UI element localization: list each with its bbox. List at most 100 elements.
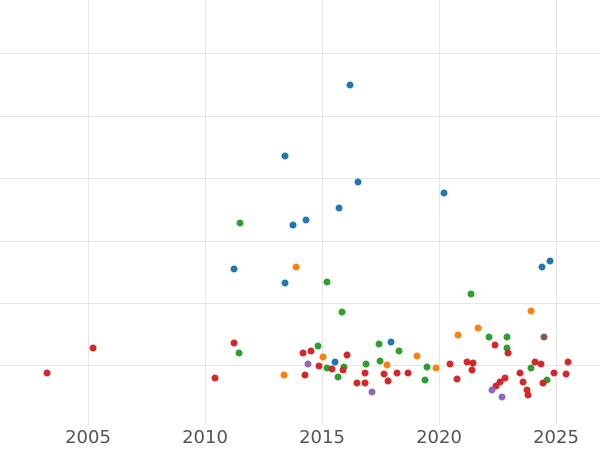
x-tick-label: 2020 <box>416 427 462 448</box>
data-point-orange <box>319 353 327 361</box>
data-point-red <box>516 369 524 377</box>
data-point-orange <box>527 307 535 315</box>
data-point-green <box>362 360 370 368</box>
data-point-green <box>235 349 243 357</box>
data-point-blue <box>346 81 354 89</box>
gridline-vertical <box>87 0 89 425</box>
data-point-orange <box>474 324 482 332</box>
data-point-red <box>89 344 97 352</box>
data-point-green <box>503 344 511 352</box>
data-point-red <box>496 378 504 386</box>
data-point-blue <box>281 152 289 160</box>
data-point-orange <box>454 331 462 339</box>
data-point-green <box>467 290 475 298</box>
data-point-blue <box>331 358 339 366</box>
data-point-red <box>453 375 461 383</box>
data-point-green <box>236 219 244 227</box>
data-point-red <box>393 369 401 377</box>
data-point-red <box>550 369 558 377</box>
gridline-horizontal <box>0 177 600 179</box>
data-point-green <box>421 376 429 384</box>
gridline-horizontal <box>0 302 600 304</box>
data-point-orange <box>413 352 421 360</box>
data-point-red <box>531 358 539 366</box>
data-point-red <box>384 377 392 385</box>
data-point-orange <box>432 364 440 372</box>
data-point-red <box>43 369 51 377</box>
gridline-vertical <box>321 0 323 425</box>
data-point-green <box>395 347 403 355</box>
data-point-green <box>323 364 331 372</box>
data-point-red <box>492 382 500 390</box>
gridline-horizontal <box>0 240 600 242</box>
data-point-green <box>503 333 511 341</box>
data-point-red <box>523 386 531 394</box>
data-point-green <box>485 333 493 341</box>
x-tick-label: 2015 <box>299 427 345 448</box>
gridline-horizontal <box>0 365 600 366</box>
data-point-red <box>446 360 454 368</box>
data-point-red <box>343 351 351 359</box>
data-point-red <box>361 379 369 387</box>
data-point-red <box>519 378 527 386</box>
data-point-red <box>353 379 361 387</box>
data-point-purple <box>498 393 506 401</box>
gridline-vertical <box>204 0 206 425</box>
data-point-red <box>380 370 388 378</box>
data-point-red <box>361 369 369 377</box>
data-point-red <box>463 358 471 366</box>
data-point-blue <box>230 265 238 273</box>
data-point-red <box>537 360 545 368</box>
data-point-green <box>323 278 331 286</box>
data-point-blue <box>289 221 297 229</box>
data-point-red <box>211 374 219 382</box>
data-point-red <box>504 349 512 357</box>
data-point-red <box>469 359 477 367</box>
data-point-blue <box>440 189 448 197</box>
gridline-horizontal <box>0 52 600 54</box>
data-point-red <box>562 370 570 378</box>
data-point-red <box>564 358 572 366</box>
x-tick-label: 2010 <box>182 427 228 448</box>
data-point-green <box>543 376 551 384</box>
data-point-blue <box>538 263 546 271</box>
data-point-orange <box>383 361 391 369</box>
data-point-blue <box>387 338 395 346</box>
data-point-green <box>527 364 535 372</box>
gridline-vertical <box>438 0 440 425</box>
data-point-red <box>230 339 238 347</box>
data-point-blue <box>302 216 310 224</box>
data-point-green <box>423 363 431 371</box>
data-point-purple <box>368 388 376 396</box>
data-point-green <box>338 308 346 316</box>
data-point-blue <box>281 279 289 287</box>
x-tick-label: 2025 <box>533 427 579 448</box>
data-point-blue <box>546 257 554 265</box>
data-point-orange <box>280 371 288 379</box>
data-point-orange <box>292 263 300 271</box>
data-point-purple <box>304 360 312 368</box>
data-point-red <box>339 366 347 374</box>
data-point-red <box>539 379 547 387</box>
data-point-blue <box>335 204 343 212</box>
data-point-green <box>375 340 383 348</box>
data-point-red <box>299 349 307 357</box>
data-point-red <box>307 347 315 355</box>
data-point-red <box>491 341 499 349</box>
data-point-red <box>524 391 532 399</box>
data-point-green <box>314 342 322 350</box>
data-point-red <box>404 369 412 377</box>
data-point-purple <box>488 386 496 394</box>
data-point-green <box>334 373 342 381</box>
data-point-green <box>376 357 384 365</box>
data-point-blue <box>354 178 362 186</box>
gridline-horizontal <box>0 115 600 117</box>
data-point-brown <box>540 333 548 341</box>
data-point-red <box>315 362 323 370</box>
data-point-red <box>501 374 509 382</box>
gridline-vertical <box>555 0 557 425</box>
data-point-red <box>301 371 309 379</box>
x-tick-label: 2005 <box>65 427 111 448</box>
data-point-red <box>468 366 476 374</box>
